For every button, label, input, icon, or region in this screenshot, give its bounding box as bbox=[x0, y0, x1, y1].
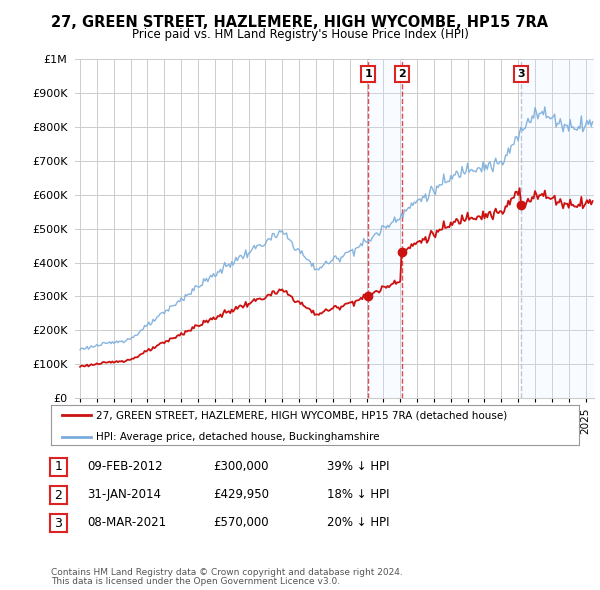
Text: 2: 2 bbox=[54, 489, 62, 502]
Text: 3: 3 bbox=[54, 517, 62, 530]
Text: 3: 3 bbox=[518, 69, 525, 79]
Text: 31-JAN-2014: 31-JAN-2014 bbox=[87, 488, 161, 501]
Text: Price paid vs. HM Land Registry's House Price Index (HPI): Price paid vs. HM Land Registry's House … bbox=[131, 28, 469, 41]
Text: HPI: Average price, detached house, Buckinghamshire: HPI: Average price, detached house, Buck… bbox=[96, 432, 379, 442]
Text: 20% ↓ HPI: 20% ↓ HPI bbox=[327, 516, 389, 529]
Bar bbox=[521, 59, 594, 398]
Text: Contains HM Land Registry data © Crown copyright and database right 2024.: Contains HM Land Registry data © Crown c… bbox=[51, 568, 403, 577]
Text: 39% ↓ HPI: 39% ↓ HPI bbox=[327, 460, 389, 473]
Text: This data is licensed under the Open Government Licence v3.0.: This data is licensed under the Open Gov… bbox=[51, 577, 340, 586]
Text: £300,000: £300,000 bbox=[213, 460, 269, 473]
Bar bbox=[368, 59, 401, 398]
Text: 1: 1 bbox=[364, 69, 372, 79]
Text: 2: 2 bbox=[398, 69, 406, 79]
Text: 09-FEB-2012: 09-FEB-2012 bbox=[87, 460, 163, 473]
Text: 27, GREEN STREET, HAZLEMERE, HIGH WYCOMBE, HP15 7RA (detached house): 27, GREEN STREET, HAZLEMERE, HIGH WYCOMB… bbox=[96, 411, 507, 420]
Text: 18% ↓ HPI: 18% ↓ HPI bbox=[327, 488, 389, 501]
Text: 1: 1 bbox=[54, 460, 62, 473]
Text: 08-MAR-2021: 08-MAR-2021 bbox=[87, 516, 166, 529]
Text: £570,000: £570,000 bbox=[213, 516, 269, 529]
Text: 27, GREEN STREET, HAZLEMERE, HIGH WYCOMBE, HP15 7RA: 27, GREEN STREET, HAZLEMERE, HIGH WYCOMB… bbox=[52, 15, 548, 30]
Text: £429,950: £429,950 bbox=[213, 488, 269, 501]
